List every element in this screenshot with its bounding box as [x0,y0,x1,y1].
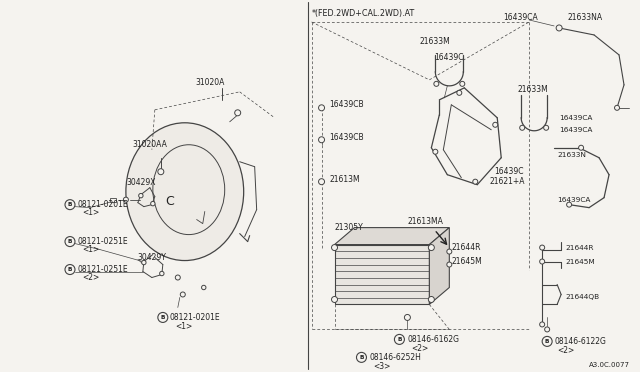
Polygon shape [429,228,449,304]
Text: 16439CA: 16439CA [557,197,591,203]
Text: 21613M: 21613M [330,175,360,184]
Text: 16439CA: 16439CA [503,13,538,22]
Circle shape [404,314,410,320]
Bar [110,198,116,202]
Text: *(FED.2WD+CAL.2WD).AT: *(FED.2WD+CAL.2WD).AT [312,9,415,19]
Circle shape [542,336,552,346]
Circle shape [543,125,548,130]
Circle shape [141,260,146,265]
Circle shape [158,169,164,175]
Circle shape [124,197,129,202]
Circle shape [180,292,186,297]
Text: 16439CA: 16439CA [559,115,593,121]
Text: 08121-0201E: 08121-0201E [78,200,129,209]
Circle shape [356,352,367,362]
Text: 16439C: 16439C [435,54,464,62]
Circle shape [394,334,404,344]
Circle shape [319,137,324,143]
Circle shape [139,193,143,198]
Circle shape [332,296,337,302]
Circle shape [428,296,435,302]
Text: 21644R: 21644R [565,244,594,251]
Circle shape [556,25,562,31]
Text: 21644QB: 21644QB [565,295,599,301]
Text: 21633M: 21633M [419,38,450,46]
Text: 21645M: 21645M [451,257,482,266]
Text: B: B [359,355,364,360]
Text: B: B [68,239,72,244]
Text: 08121-0251E: 08121-0251E [78,237,129,246]
Circle shape [65,264,75,275]
Text: 08146-6252H: 08146-6252H [369,353,421,362]
Circle shape [433,149,438,154]
Circle shape [235,110,241,116]
Text: B: B [68,202,72,207]
Circle shape [158,312,168,323]
Text: <1>: <1> [82,208,99,217]
Text: B: B [161,315,165,320]
Circle shape [332,244,337,251]
Text: 16439CB: 16439CB [330,133,364,142]
Text: 08121-0201E: 08121-0201E [170,313,220,322]
Text: 21633NA: 21633NA [567,13,602,22]
Text: 08146-6122G: 08146-6122G [554,337,606,346]
Circle shape [434,81,439,86]
Circle shape [460,81,465,86]
Text: B: B [68,267,72,272]
Ellipse shape [126,123,244,260]
Circle shape [150,202,155,206]
Circle shape [428,244,435,251]
Text: 08121-0251E: 08121-0251E [78,265,129,274]
Circle shape [493,122,498,127]
Circle shape [566,202,572,207]
Circle shape [540,259,545,264]
Circle shape [579,145,584,150]
Text: 21645M: 21645M [565,259,595,264]
Text: 16439C: 16439C [494,167,524,176]
Circle shape [614,105,620,110]
Text: 08146-6162G: 08146-6162G [408,335,460,344]
Circle shape [202,285,206,290]
Text: 21644R: 21644R [451,243,481,252]
Text: 16439CA: 16439CA [559,127,593,133]
Circle shape [520,125,525,130]
Text: B: B [397,337,401,342]
Text: 30429X: 30429X [127,178,156,187]
Text: <2>: <2> [82,273,99,282]
Circle shape [65,200,75,210]
Text: B: B [545,339,549,344]
Text: 21633M: 21633M [517,85,548,94]
Circle shape [457,90,462,95]
Circle shape [473,179,478,184]
Text: <1>: <1> [82,245,99,254]
Circle shape [319,105,324,111]
Text: 21613MA: 21613MA [408,217,444,226]
Text: <2>: <2> [557,346,574,355]
Circle shape [447,249,452,254]
Text: <1>: <1> [175,322,192,331]
Polygon shape [335,228,449,244]
Text: 31020AA: 31020AA [133,140,168,149]
Text: A3.0C.0077: A3.0C.0077 [589,362,630,368]
Circle shape [545,327,550,332]
Text: <2>: <2> [412,344,429,353]
Circle shape [65,237,75,247]
Text: 31020A: 31020A [196,78,225,87]
Circle shape [540,245,545,250]
Text: 16439CB: 16439CB [330,100,364,109]
Text: 21621+A: 21621+A [489,177,525,186]
Circle shape [540,322,545,327]
Circle shape [159,271,164,276]
Text: 21305Y: 21305Y [335,223,364,232]
Polygon shape [335,244,429,304]
Circle shape [319,179,324,185]
Text: C: C [165,195,174,208]
Text: <3>: <3> [374,362,391,371]
Text: 21633N: 21633N [557,152,586,158]
Circle shape [175,275,180,280]
Circle shape [447,262,452,267]
Text: 30429Y: 30429Y [138,253,167,262]
